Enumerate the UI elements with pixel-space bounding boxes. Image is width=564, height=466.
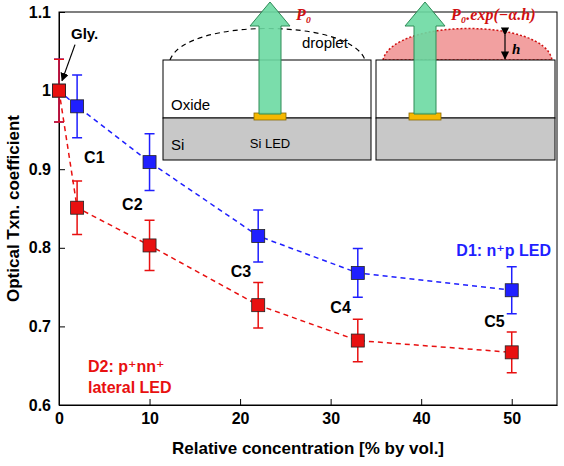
- chart: 0 10 20 30 40 50 0.6 0.7 0.8 0.9 1 1.1 Relative conc…: [0, 0, 564, 466]
- series-label: D1: n⁺p LED: [456, 242, 551, 259]
- oxide-layer: [376, 60, 555, 118]
- series-label: D2: p⁺nn⁺lateral LED: [88, 358, 172, 396]
- y-tick: 0.9: [29, 161, 65, 178]
- x-tick: 10: [141, 399, 159, 427]
- point: [252, 299, 265, 312]
- x-axis: 0 10 20 30 40 50: [55, 399, 557, 427]
- annotation: C2: [122, 196, 143, 213]
- x-tick: 30: [322, 399, 340, 427]
- oxide-label: Oxide: [171, 96, 210, 113]
- point: [143, 239, 156, 252]
- y-tick-label: 1.1: [29, 4, 51, 21]
- x-tick-mark: [421, 399, 422, 405]
- y-axis: 0.6 0.7 0.8 0.9 1 1.1: [29, 4, 65, 414]
- point: [351, 266, 364, 279]
- inset-panel: P₀.exp(−α.h) h: [376, 2, 555, 160]
- light-beam: [405, 2, 445, 114]
- si-substrate: [376, 118, 555, 160]
- x-axis-title: Relative concentration [% by vol.]: [172, 439, 444, 458]
- point: [252, 230, 265, 243]
- height-arrow: [504, 35, 505, 59]
- x-tick-mark: [512, 399, 513, 405]
- droplet-label: droplet: [302, 34, 349, 51]
- x-tick-mark: [150, 399, 151, 405]
- annotation: C1: [84, 149, 105, 166]
- y-tick-label: 1: [42, 82, 51, 99]
- x-tick-mark: [240, 399, 241, 405]
- annotation: C4: [330, 299, 351, 316]
- y-tick-label: 0.8: [29, 239, 51, 256]
- plot-frame: [59, 12, 557, 405]
- si-label: Si: [171, 136, 184, 153]
- x-tick: 40: [413, 399, 431, 427]
- x-tick-label: 30: [322, 410, 340, 427]
- x-tick: 20: [232, 399, 250, 427]
- y-tick: 1: [42, 82, 65, 99]
- x-tick-label: 50: [503, 410, 521, 427]
- beam-label: P₀.exp(−α.h): [450, 6, 536, 24]
- inset: P₀ droplet Oxide Si Si LED P₀.exp(−α.h) h: [163, 2, 555, 160]
- x-tick: 50: [503, 399, 521, 427]
- light-beam: [250, 2, 290, 114]
- y-tick-label: 0.6: [29, 397, 51, 414]
- y-tick-mark: [59, 405, 65, 406]
- x-tick-label: 10: [141, 410, 159, 427]
- annotation: C3: [231, 263, 252, 280]
- y-tick: 0.7: [29, 318, 65, 335]
- x-tick-label: 0: [55, 410, 64, 427]
- y-tick-label: 0.9: [29, 161, 51, 178]
- x-tick-mark: [331, 399, 332, 405]
- point: [143, 156, 156, 169]
- y-tick: 0.8: [29, 239, 65, 256]
- y-tick: 1.1: [29, 4, 65, 21]
- y-tick-mark: [59, 169, 65, 170]
- annotation-arrow: [62, 45, 75, 81]
- point: [505, 346, 518, 359]
- droplet-filled: [383, 29, 552, 61]
- point: [351, 334, 364, 347]
- y-tick-mark: [59, 326, 65, 327]
- x-tick-label: 20: [232, 410, 250, 427]
- annotation: Gly.: [71, 25, 98, 42]
- y-tick-mark: [59, 12, 65, 13]
- annotation: C5: [484, 313, 505, 330]
- height-label: h: [512, 41, 520, 57]
- y-tick-mark: [59, 248, 65, 249]
- x-tick-label: 40: [413, 410, 431, 427]
- y-tick: 0.6: [29, 397, 65, 414]
- point: [71, 201, 84, 214]
- beam-label: P₀: [295, 6, 311, 23]
- point: [71, 100, 84, 113]
- inset-panel: P₀ droplet Oxide Si Si LED: [163, 2, 371, 160]
- led-label: Si LED: [250, 136, 290, 151]
- x-axis-line: [60, 405, 558, 406]
- series-labels: D1: n⁺p LED D2: p⁺nn⁺lateral LED: [88, 242, 551, 396]
- si-substrate: [163, 118, 371, 160]
- y-axis-title: Optical Txn. coefficient: [4, 115, 23, 302]
- point: [505, 284, 518, 297]
- y-tick-label: 0.7: [29, 318, 51, 335]
- point: [53, 84, 66, 97]
- point: [53, 84, 66, 97]
